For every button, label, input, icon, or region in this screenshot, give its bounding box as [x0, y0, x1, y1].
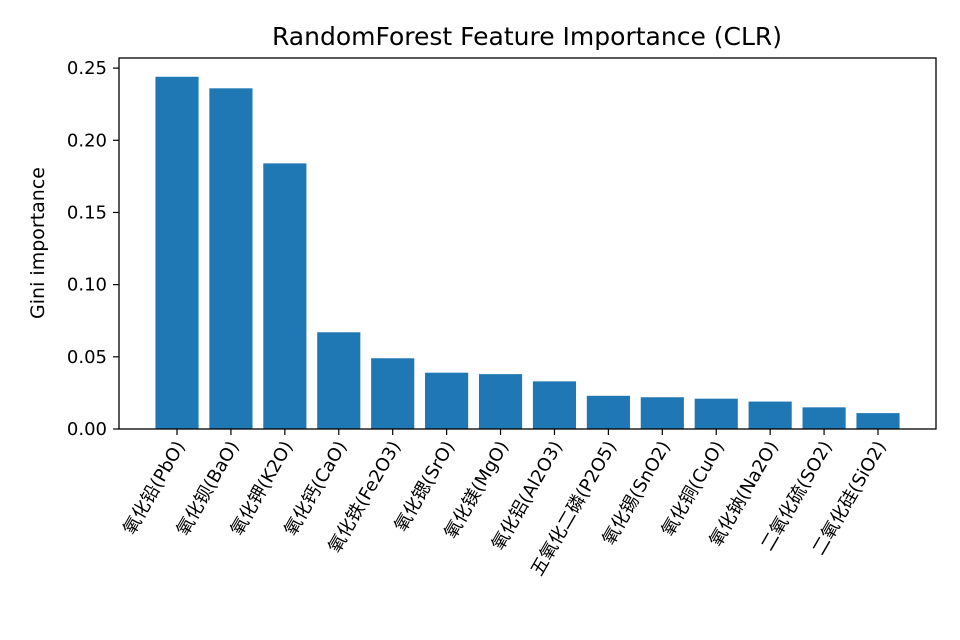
bar — [317, 332, 361, 429]
y-tick-label: 0.00 — [67, 419, 107, 440]
bar — [694, 398, 738, 429]
bar — [478, 374, 523, 429]
y-tick-label: 0.20 — [67, 130, 107, 151]
bar — [155, 76, 199, 429]
bar — [640, 397, 684, 429]
bar — [263, 163, 307, 429]
bar — [802, 407, 846, 429]
x-axis: 氧化铅(PbO)氧化钡(BaO)氧化钾(K2O)氧化钙(CaO)氧化铁(Fe2O… — [119, 429, 891, 580]
y-tick-label: 0.25 — [67, 58, 107, 79]
bar — [748, 401, 792, 429]
bar — [532, 381, 577, 429]
y-tick-label: 0.05 — [67, 347, 107, 368]
plot-frame — [118, 57, 937, 430]
bar — [856, 413, 900, 429]
y-axis: 0.00 0.05 0.10 0.15 0.20 0.25 — [67, 58, 119, 440]
bars-group — [155, 76, 900, 429]
bar — [209, 88, 253, 429]
y-tick-label: 0.10 — [67, 275, 107, 296]
bar — [586, 395, 630, 429]
chart-title: RandomForest Feature Importance (CLR) — [272, 22, 782, 51]
y-axis-label: Gini importance — [27, 167, 49, 319]
bar — [371, 358, 415, 429]
y-tick-label: 0.15 — [67, 202, 107, 223]
bar — [425, 372, 469, 429]
